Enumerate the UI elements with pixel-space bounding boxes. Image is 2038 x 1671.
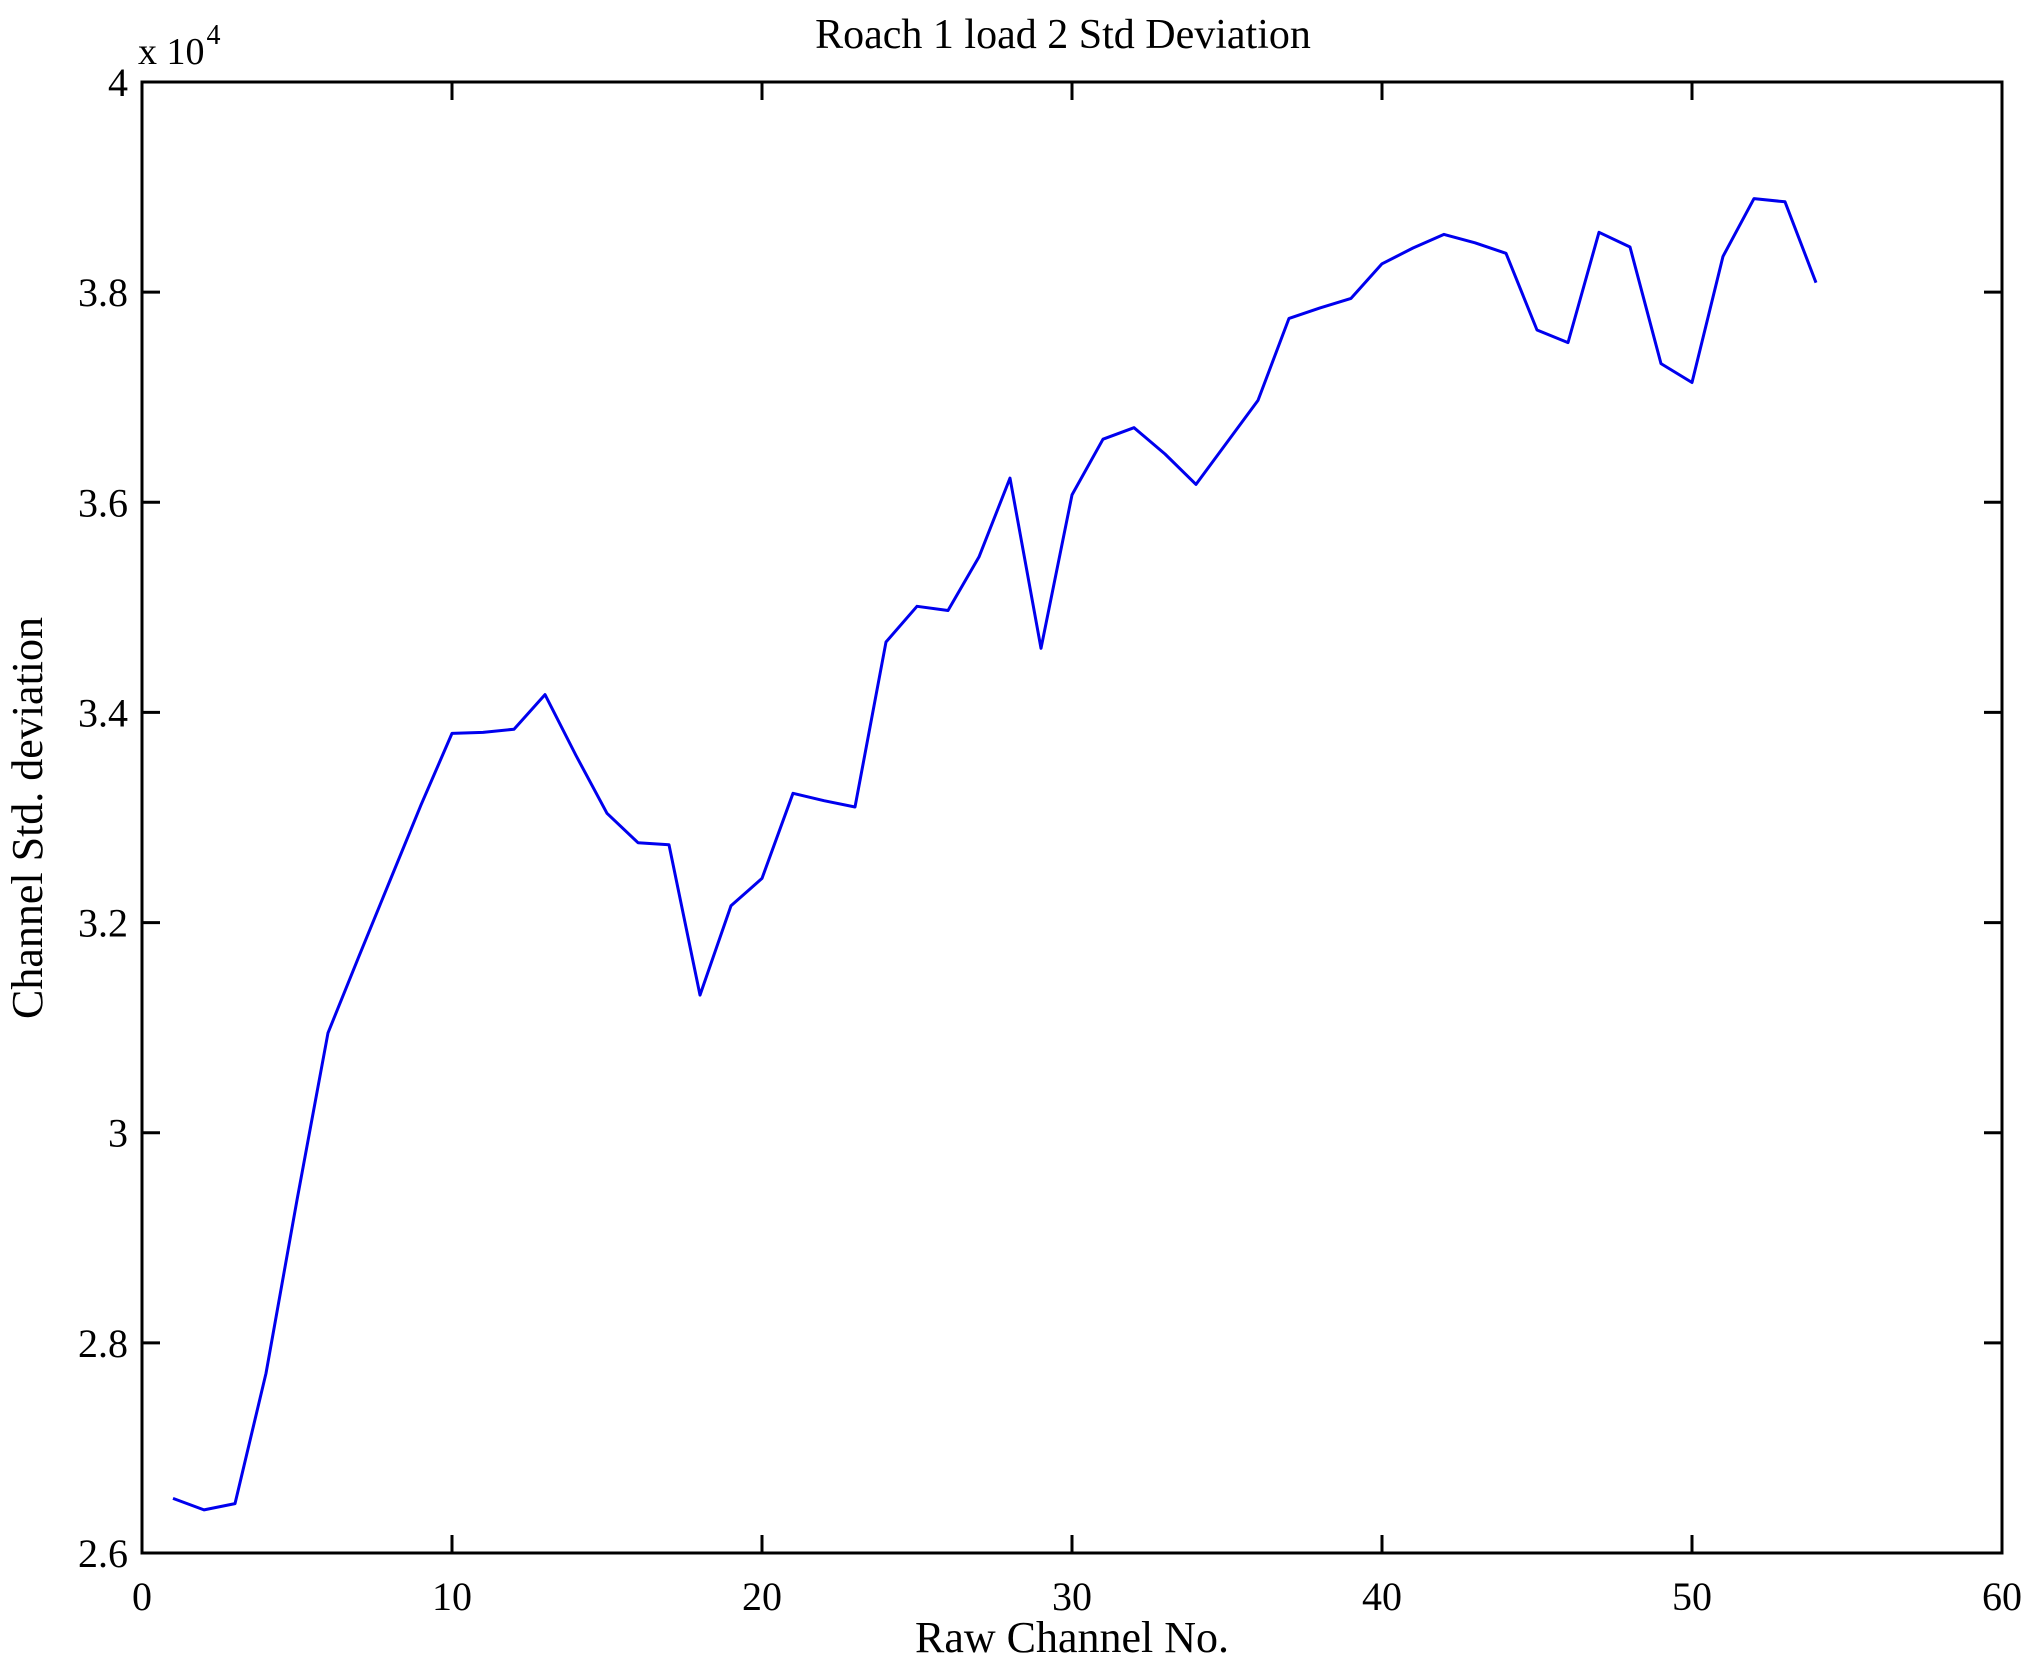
y-tick-label: 2.6 [78, 1531, 128, 1576]
y-tick-label: 3.4 [78, 690, 128, 735]
y-tick-label: 3.6 [78, 480, 128, 525]
x-tick-label: 20 [742, 1574, 782, 1619]
x-tick-label: 0 [132, 1574, 152, 1619]
y-tick-label: 3.8 [78, 270, 128, 315]
plot-background [142, 82, 2002, 1553]
y-axis-multiplier: x 104 [138, 20, 221, 73]
y-axis-multiplier-exponent: 4 [207, 20, 221, 51]
plot-title: Roach 1 load 2 Std Deviation [815, 12, 1311, 58]
y-tick-label: 3.2 [78, 901, 128, 946]
x-tick-label: 30 [1052, 1574, 1092, 1619]
y-tick-label: 2.8 [78, 1321, 128, 1366]
data-line-channel-std-deviation [172, 197, 1818, 1512]
y-tick-label: 4 [108, 60, 128, 105]
data-series-group [172, 197, 1818, 1512]
x-tick-labels: 0 10 20 30 40 50 60 [132, 1574, 2022, 1619]
x-tick-label: 40 [1362, 1574, 1402, 1619]
y-axis-label: Channel Std. deviation [3, 617, 52, 1019]
y-axis-multiplier-base: x 10 [138, 31, 205, 73]
axes-box-frame [140, 80, 2004, 1555]
x-axis-label: Raw Channel No. [915, 1613, 1229, 1662]
x-tick-label: 10 [432, 1574, 472, 1619]
y-tick-label: 3 [108, 1111, 128, 1156]
y-tick-labels: 2.6 2.8 3 3.2 3.4 3.6 3.8 4 [78, 60, 128, 1576]
x-tick-label: 50 [1672, 1574, 1712, 1619]
x-tick-label: 60 [1982, 1574, 2022, 1619]
